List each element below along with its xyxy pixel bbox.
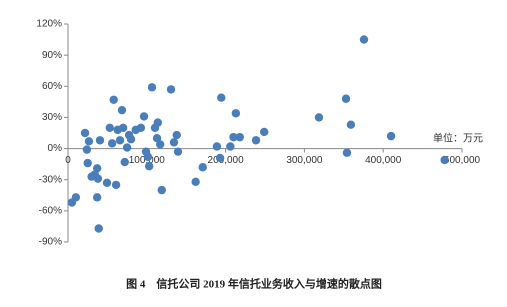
point [126,135,136,144]
y-tick-label: 120% [36,19,62,30]
point [94,224,103,233]
point [102,178,112,188]
point [440,155,449,165]
point [144,162,154,171]
point [95,136,105,145]
point [157,185,166,195]
point [143,152,153,162]
point [105,123,114,133]
point [92,193,102,202]
x-tick-label: 300,000 [286,155,323,166]
point [166,85,176,94]
point [147,83,157,92]
point [120,157,129,167]
point [260,127,269,137]
point [215,153,225,163]
point [84,137,94,146]
y-tick-label: -30% [39,174,62,185]
point [115,136,125,145]
point [153,118,163,127]
y-tick-label: -90% [39,237,62,248]
point [235,132,244,142]
point [118,123,128,133]
point [226,142,235,151]
point [71,193,81,202]
point [107,139,117,148]
point [122,143,132,152]
point [173,147,183,156]
x-tick-label: 200,000 [208,155,245,166]
y-tick-label: 90% [42,50,62,61]
point [198,163,207,172]
point [217,93,226,102]
point [93,174,103,183]
point [83,158,92,168]
point [346,120,356,129]
point [169,138,179,147]
point [92,164,102,173]
chart-title: 图 4 信托公司 2019 年信托业务收入与增速的散点图 [126,277,382,291]
x-axis-label: 单位：万元 [433,132,483,145]
x-tick-label: 500,000 [444,155,481,166]
point [231,109,241,118]
point [212,142,222,151]
y-tick-label: -60% [39,205,62,216]
x-tick-label: 0 [65,155,71,166]
y-tick-label: 0% [48,143,63,154]
point [136,123,146,133]
x-tick-label: 400,000 [365,155,402,166]
point [109,95,118,104]
point [359,35,369,44]
point [82,145,92,154]
point [139,112,149,121]
y-tick-label: 30% [42,112,62,123]
point [152,133,162,143]
point [111,180,121,190]
point [117,105,127,115]
point [80,128,90,138]
point [191,177,200,186]
point [341,94,351,103]
point [229,132,238,142]
y-tick-label: 60% [42,81,62,92]
point [251,136,261,145]
point [314,113,324,122]
point [386,131,396,141]
point [155,140,165,149]
point [342,148,352,157]
point [172,130,181,140]
